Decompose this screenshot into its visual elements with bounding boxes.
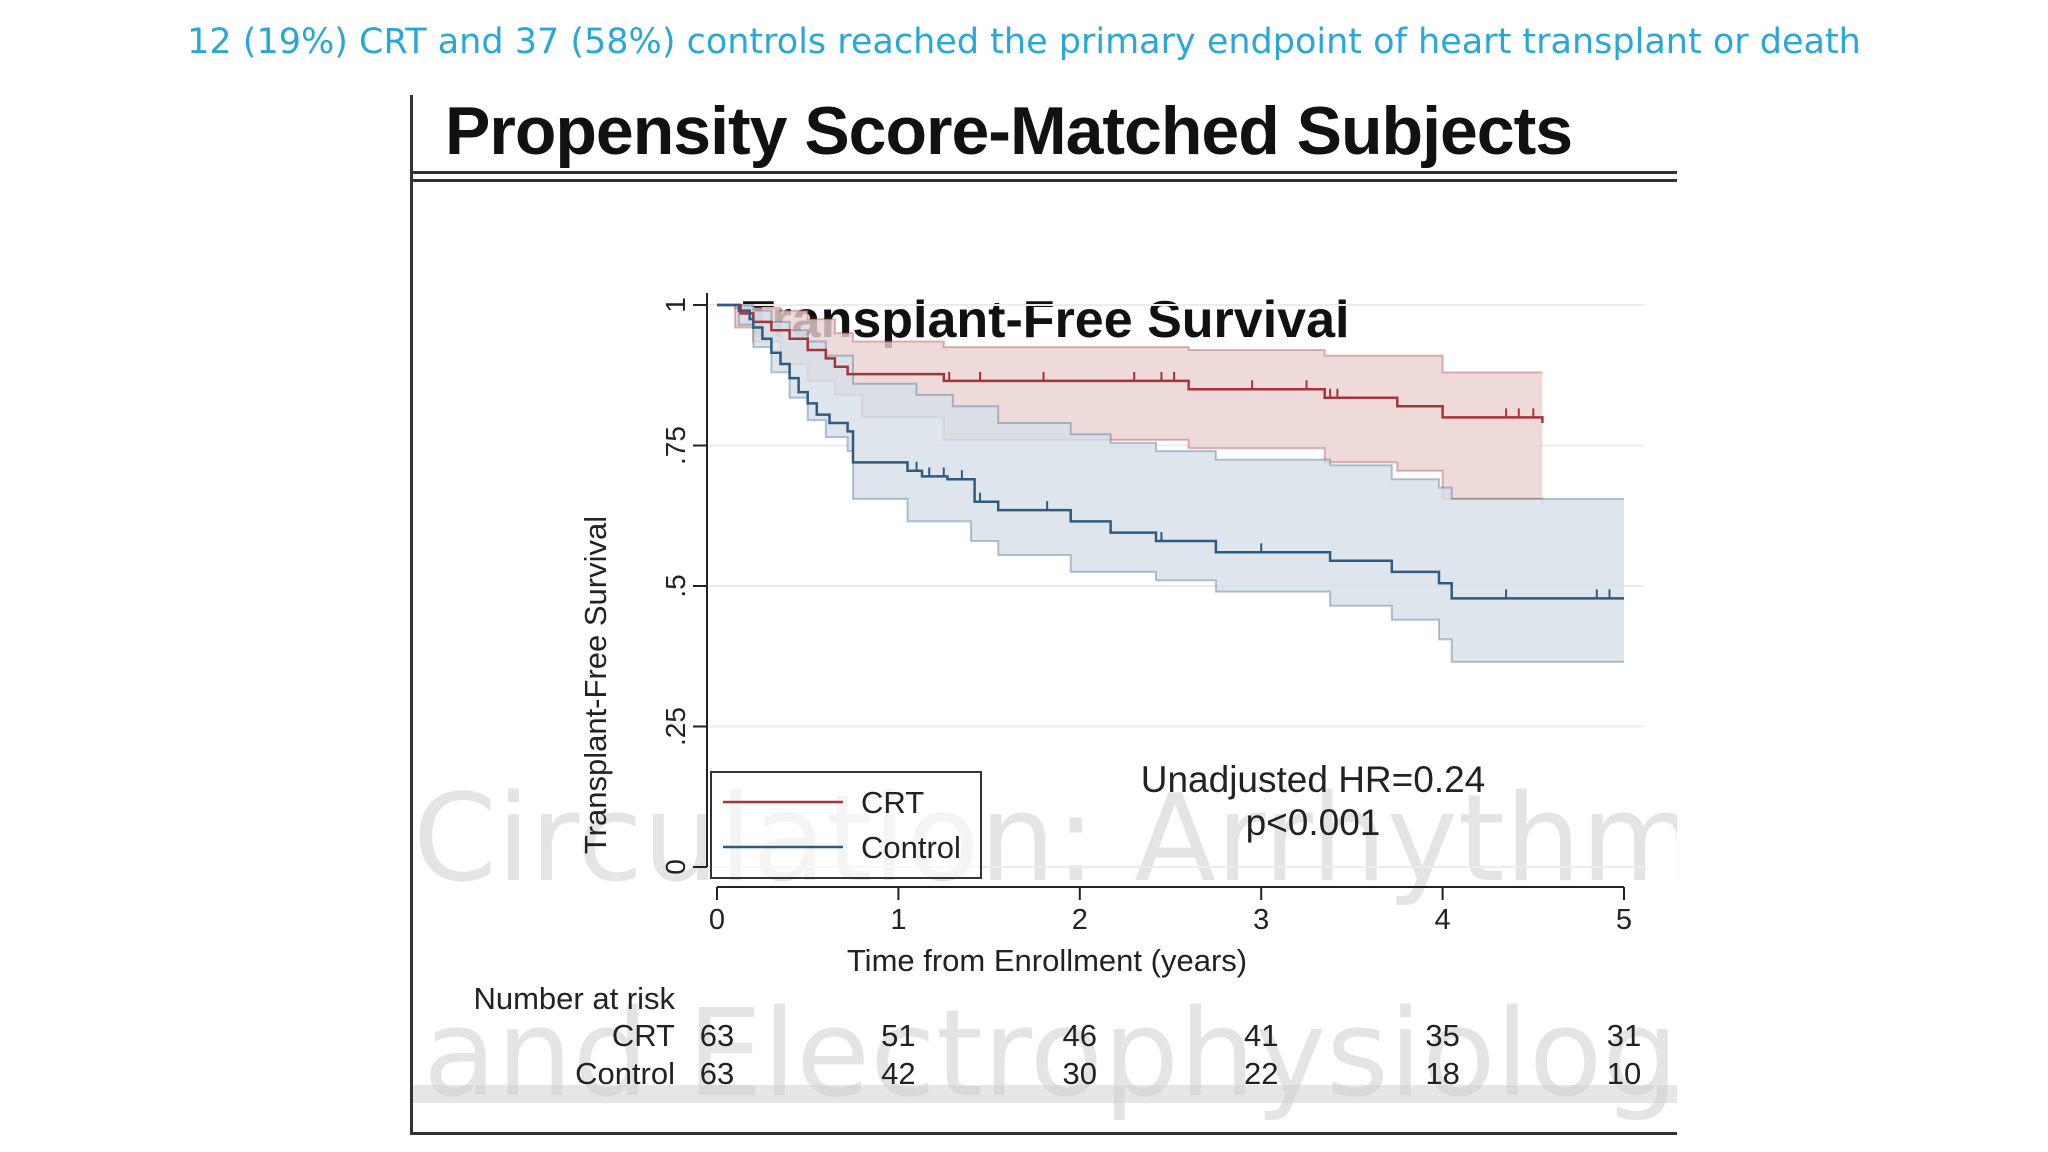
risk-row-label-control: Control (575, 1056, 675, 1091)
y-tick-label-1: .25 (660, 707, 691, 746)
y-tick-label-0: 0 (660, 859, 691, 875)
risk-cell-control-4: 18 (1425, 1056, 1459, 1091)
risk-cell-control-5: 10 (1607, 1056, 1641, 1091)
ci-band-crt (717, 305, 1543, 505)
x-tick-label-1: 1 (890, 904, 906, 936)
risk-cell-control-3: 22 (1244, 1056, 1278, 1091)
survival-curves (717, 303, 1624, 600)
risk-cell-crt-0: 63 (700, 1018, 734, 1053)
survival-line-control (717, 303, 1624, 600)
risk-cell-control-0: 63 (700, 1056, 734, 1091)
risk-cell-crt-2: 46 (1063, 1018, 1097, 1053)
ci-upper-control (717, 304, 1624, 500)
censor-marks (915, 371, 1611, 600)
risk-cell-crt-3: 41 (1244, 1018, 1278, 1053)
slide-caption: 12 (19%) CRT and 37 (58%) controls reach… (187, 22, 1861, 62)
y-tick-label-3: .75 (660, 426, 691, 465)
y-tick-label-2: .5 (660, 574, 691, 597)
x-tick-label-2: 2 (1072, 904, 1088, 936)
km-chart: Circulation: Arrhythmia and Electrophysi… (413, 291, 1677, 1124)
legend: CRT Control (710, 771, 982, 879)
ci-upper-crt (717, 304, 1543, 374)
x-tick-label-3: 3 (1253, 904, 1269, 936)
watermark-line-2: and Electrophysiology (423, 985, 1677, 1124)
annotation-p: p<0.001 (1246, 802, 1381, 843)
figure-frame: Propensity Score-Matched Subjects Circul… (410, 95, 1677, 1135)
annotation-hr: Unadjusted HR=0.24 (1141, 759, 1486, 800)
survival-line-crt (717, 303, 1544, 423)
confidence-bands (717, 304, 1624, 663)
legend-box (710, 771, 982, 879)
axes: 0 .25 .5 .75 1 0 1 2 3 4 5 (660, 293, 1632, 936)
risk-table-shade (413, 1085, 1677, 1103)
x-axis-label: Time from Enrollment (years) (847, 943, 1247, 978)
risk-cell-control-2: 30 (1063, 1056, 1097, 1091)
figure-header: Propensity Score-Matched Subjects (413, 95, 1677, 174)
risk-cell-crt-4: 35 (1425, 1018, 1459, 1053)
risk-table-heading: Number at risk (473, 981, 675, 1016)
x-tick-label-5: 5 (1616, 904, 1632, 936)
risk-row-label-crt: CRT (612, 1018, 675, 1053)
watermark-line-1: Circulation: Arrhythmia (413, 770, 1677, 909)
x-tick-label-4: 4 (1435, 904, 1451, 936)
legend-label-crt: CRT (861, 785, 924, 820)
risk-cell-control-1: 42 (881, 1056, 915, 1091)
risk-cell-crt-5: 31 (1607, 1018, 1641, 1053)
risk-cell-crt-1: 51 (881, 1018, 915, 1053)
ci-lower-control (717, 304, 1624, 663)
y-tick-label-4: 1 (660, 297, 691, 313)
header-divider (413, 179, 1677, 182)
x-tick-label-0: 0 (709, 904, 725, 936)
legend-label-control: Control (861, 830, 961, 865)
y-axis-label: Transplant-Free Survival (578, 516, 613, 854)
